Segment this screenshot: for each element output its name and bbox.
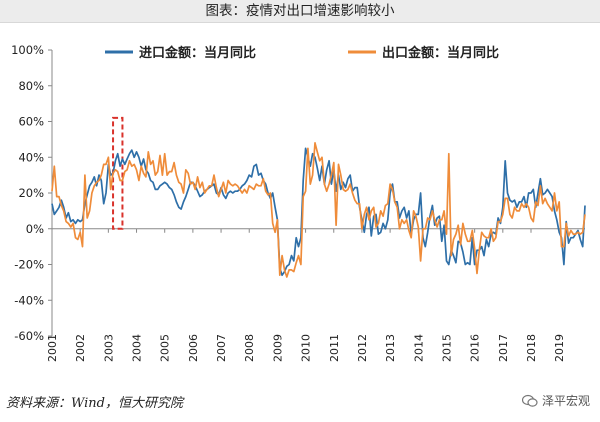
y-tick-label: -20% xyxy=(14,258,44,272)
x-tick-label: 2013 xyxy=(384,334,397,362)
x-tick-label: 2010 xyxy=(300,334,313,362)
x-tick-label: 2012 xyxy=(356,334,369,362)
y-tick-label: 20% xyxy=(18,186,44,200)
y-tick-label: 40% xyxy=(18,150,44,164)
x-tick-label: 2009 xyxy=(271,334,284,362)
source-note: 资料来源：Wind，恒大研究院 xyxy=(6,396,183,411)
legend-label-export: 出口金额：当月同比 xyxy=(382,45,499,61)
chart-title: 图表：疫情对出口增速影响较小 xyxy=(0,0,600,23)
x-tick-label: 2003 xyxy=(102,334,115,362)
y-tick-label: 80% xyxy=(18,79,44,93)
x-tick-label: 2002 xyxy=(74,334,87,362)
x-tick-label: 2004 xyxy=(131,334,144,362)
x-tick-label: 2001 xyxy=(46,334,59,362)
x-tick-label: 2005 xyxy=(159,334,172,362)
x-tick-label: 2016 xyxy=(469,334,482,362)
y-tick-label: -60% xyxy=(14,329,44,343)
watermark: 泽平宏观 xyxy=(521,392,590,409)
x-tick-label: 2008 xyxy=(243,334,256,362)
x-tick-label: 2006 xyxy=(187,334,200,362)
y-tick-label: 60% xyxy=(18,115,44,129)
wechat-icon xyxy=(521,394,538,407)
legend-label-import: 进口金额：当月同比 xyxy=(139,45,256,61)
watermark-text: 泽平宏观 xyxy=(541,394,590,408)
y-tick-label: 100% xyxy=(11,43,44,57)
line-chart: -60% -40% -20% 0% 20% 40% 60% 80% 100% 2001 2002 20… xyxy=(11,43,586,362)
import-series-line xyxy=(51,147,586,277)
export-series-line xyxy=(51,142,586,278)
y-tick-label: -40% xyxy=(14,293,44,307)
x-tick-label: 2011 xyxy=(328,334,341,362)
x-tick-label: 2019 xyxy=(553,334,566,362)
x-tick-label: 2017 xyxy=(497,334,510,362)
x-tick-label: 2007 xyxy=(215,334,228,362)
x-tick-label: 2014 xyxy=(412,334,425,362)
y-tick-label: 0% xyxy=(26,222,44,236)
x-tick-label: 2018 xyxy=(525,334,538,362)
x-tick-label: 2015 xyxy=(440,334,453,362)
